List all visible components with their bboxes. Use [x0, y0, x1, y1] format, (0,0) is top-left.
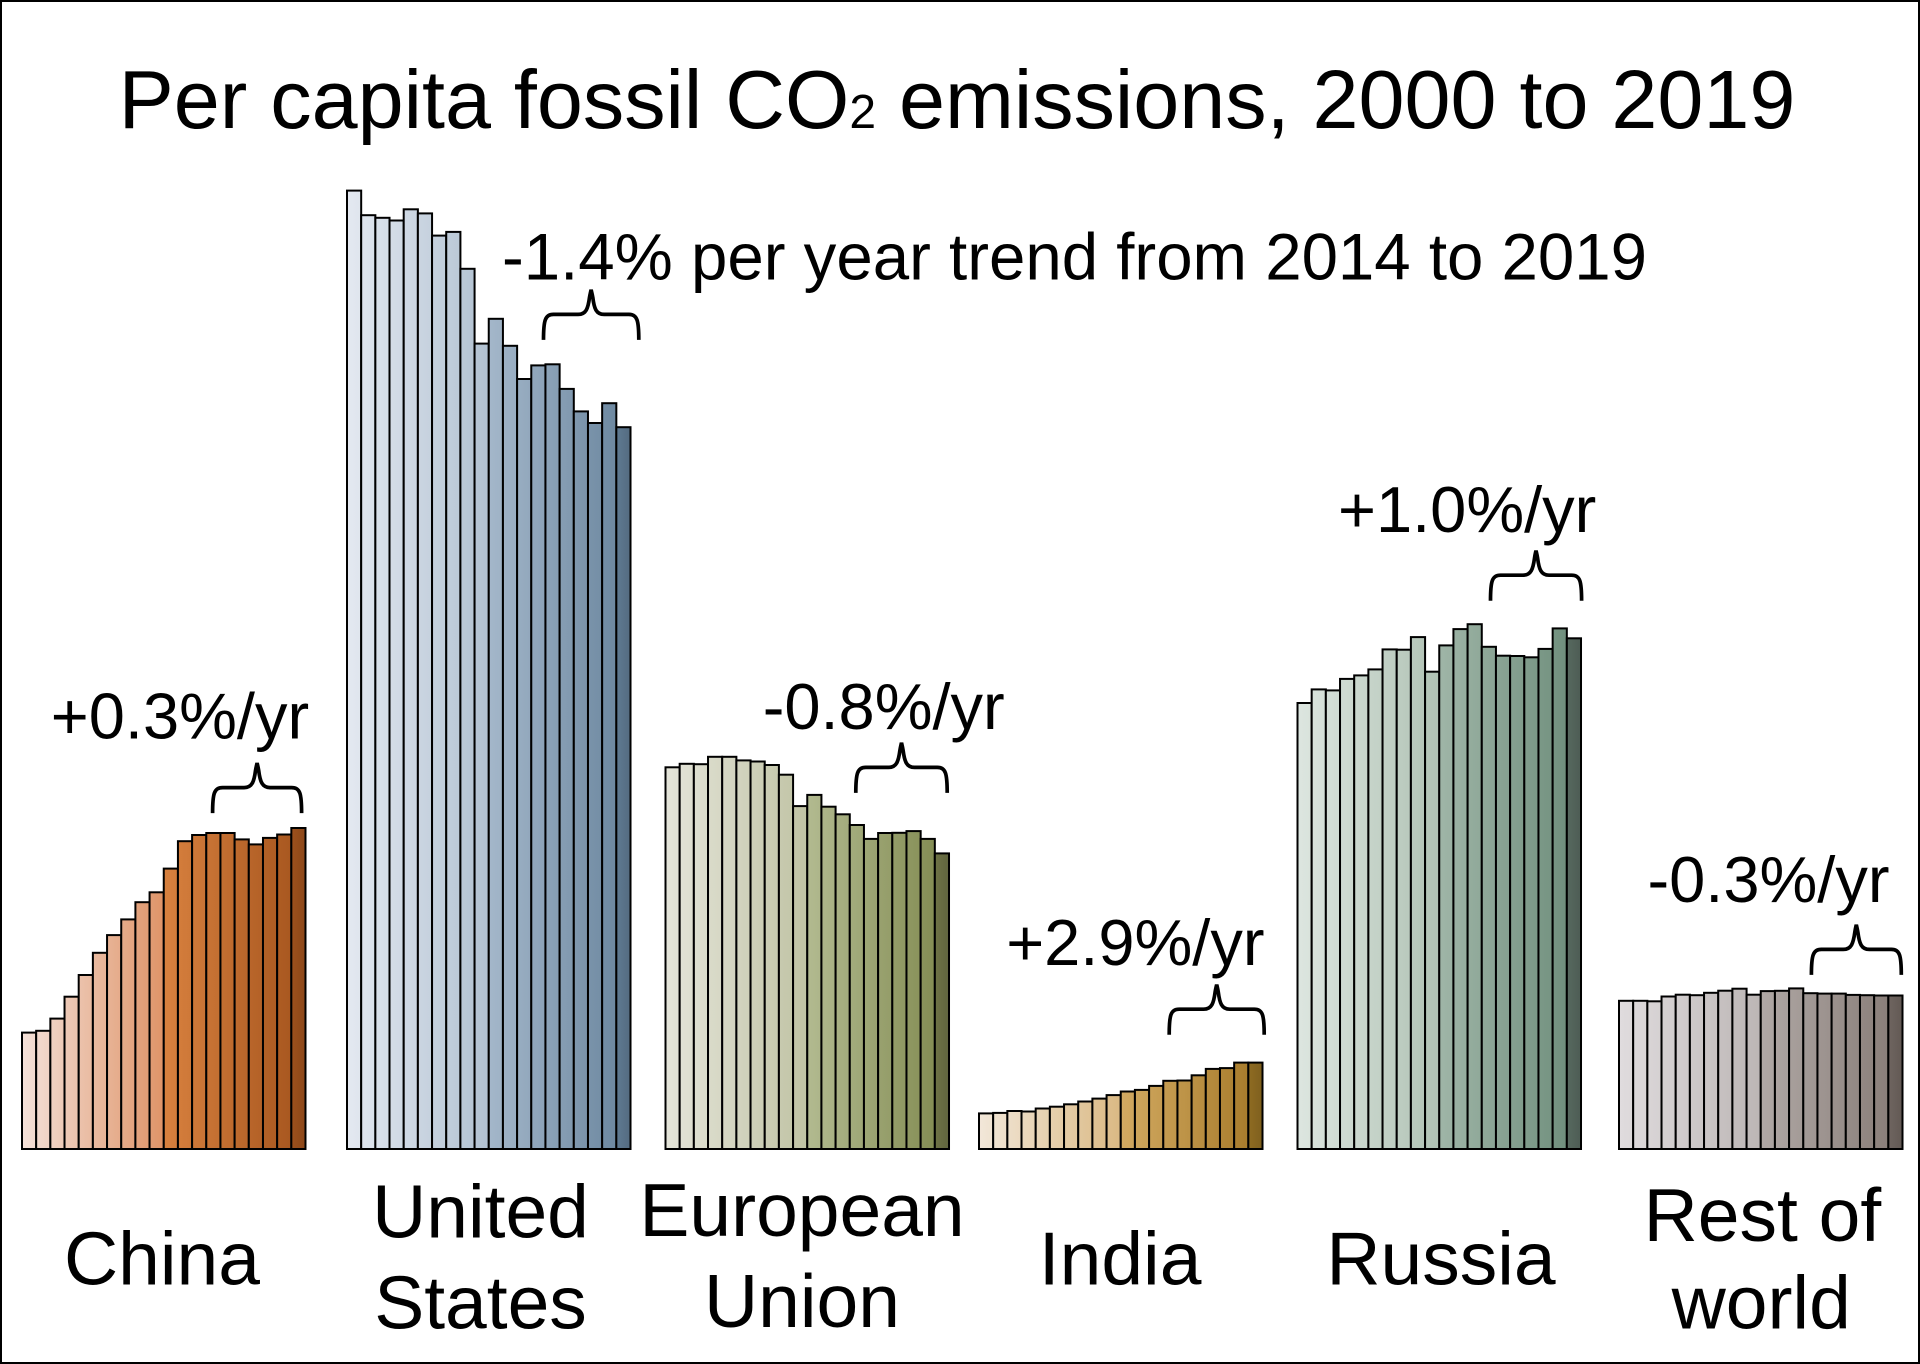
svg-text:world: world	[1671, 1261, 1851, 1345]
svg-text:Union: Union	[704, 1259, 900, 1343]
svg-text:India: India	[1039, 1216, 1202, 1300]
svg-text:-0.3%/yr: -0.3%/yr	[1648, 843, 1890, 916]
svg-text:+2.9%/yr: +2.9%/yr	[1006, 906, 1264, 979]
svg-text:+1.0%/yr: +1.0%/yr	[1338, 473, 1596, 546]
svg-text:China: China	[64, 1216, 260, 1300]
svg-text:Per capita fossil CO2 emission: Per capita fossil CO2 emissions, 2000 to…	[119, 53, 1796, 146]
svg-text:-1.4% per year trend from 2014: -1.4% per year trend from 2014 to 2019	[502, 220, 1647, 293]
svg-text:States: States	[374, 1261, 587, 1345]
svg-text:Rest of: Rest of	[1644, 1173, 1882, 1257]
svg-text:European: European	[639, 1168, 964, 1252]
svg-text:+0.3%/yr: +0.3%/yr	[51, 679, 309, 752]
svg-text:-0.8%/yr: -0.8%/yr	[763, 670, 1005, 743]
svg-text:Russia: Russia	[1326, 1216, 1556, 1300]
svg-text:United: United	[372, 1170, 589, 1254]
